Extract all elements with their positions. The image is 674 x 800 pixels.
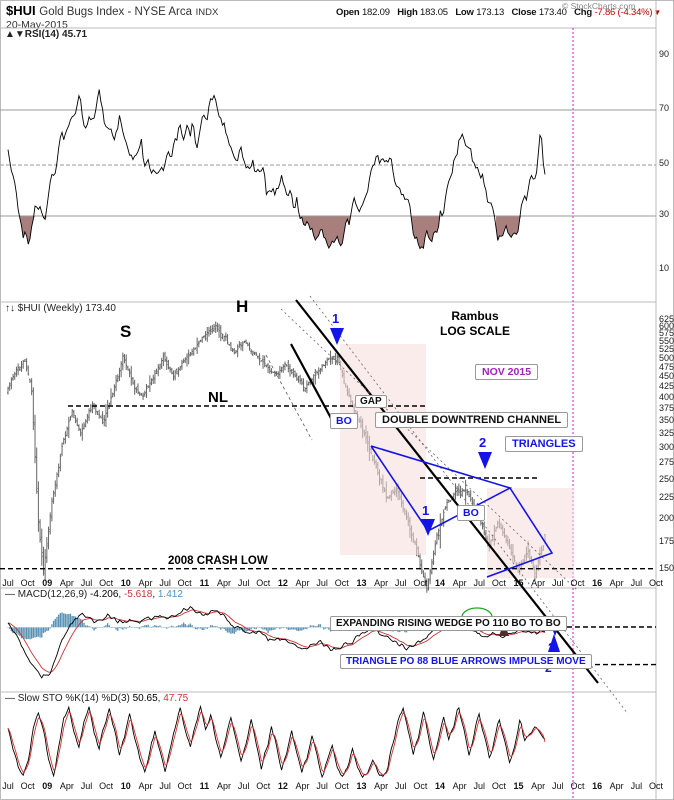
- svg-text:LOG SCALE: LOG SCALE: [440, 324, 510, 338]
- svg-text:2: 2: [479, 435, 486, 450]
- svg-text:1: 1: [422, 503, 429, 518]
- svg-text:Rambus: Rambus: [451, 309, 499, 323]
- svg-text:H: H: [236, 297, 248, 316]
- svg-text:NL: NL: [208, 389, 228, 406]
- svg-text:1: 1: [332, 311, 339, 326]
- svg-text:2008 CRASH LOW: 2008 CRASH LOW: [168, 555, 268, 567]
- svg-text:S: S: [120, 322, 131, 341]
